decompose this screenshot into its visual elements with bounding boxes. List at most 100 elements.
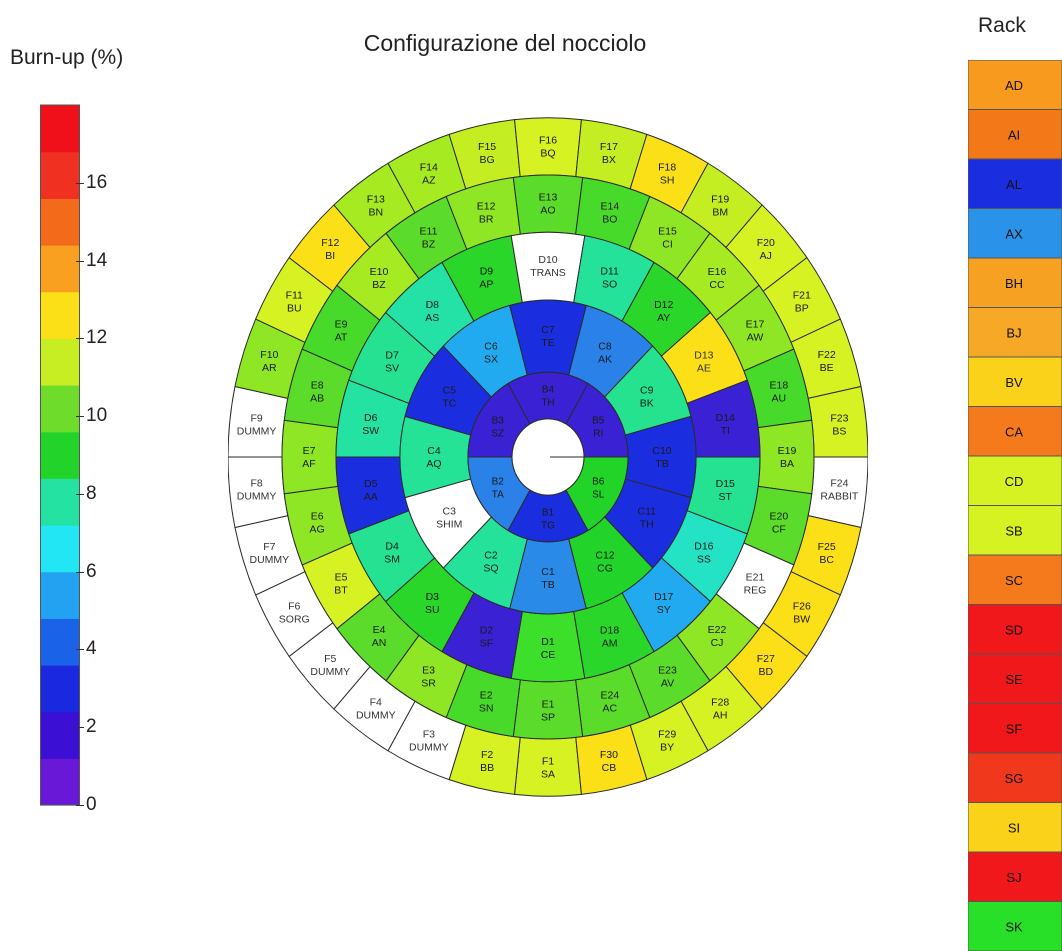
core-rack-label: CG bbox=[597, 563, 613, 575]
core-position-label: E21 bbox=[746, 572, 765, 584]
core-position-label: D14 bbox=[716, 412, 735, 424]
colorbar-segment bbox=[40, 641, 80, 666]
core-rack-label: SA bbox=[541, 769, 555, 781]
core-position-label: E14 bbox=[601, 200, 620, 212]
rack-label: SK bbox=[1005, 919, 1023, 934]
core-position-label: D15 bbox=[716, 478, 735, 490]
core-position-label: E19 bbox=[778, 445, 797, 457]
core-rack-label: BN bbox=[368, 207, 383, 219]
core-rack-label: SU bbox=[425, 604, 440, 616]
rack-swatch bbox=[968, 158, 1062, 209]
rack-legend-item: CA bbox=[968, 406, 1062, 457]
core-position-label: C9 bbox=[640, 385, 654, 397]
colorbar-segment bbox=[40, 501, 80, 526]
colorbar-segment bbox=[40, 758, 80, 783]
core-position-label: F15 bbox=[478, 141, 496, 153]
colorbar-segment bbox=[40, 105, 80, 129]
core-rack-label: REG bbox=[744, 585, 767, 597]
core-cell bbox=[757, 419, 815, 495]
rack-swatch bbox=[968, 406, 1062, 457]
core-rack-label: BK bbox=[640, 398, 654, 410]
rack-label: AX bbox=[1005, 226, 1023, 241]
core-position-label: C6 bbox=[484, 340, 498, 352]
core-position-label: F16 bbox=[539, 134, 557, 146]
colorbar-segment bbox=[40, 128, 80, 153]
colorbar-tick-mark bbox=[76, 727, 84, 729]
core-rack-label: SQ bbox=[483, 563, 498, 575]
rack-label: SI bbox=[1008, 820, 1020, 835]
rack-legend-item: SD bbox=[968, 604, 1062, 655]
colorbar-segment bbox=[40, 618, 80, 643]
core-rack-label: AK bbox=[598, 353, 612, 365]
core-rack-label: BX bbox=[602, 154, 616, 166]
core-position-label: E8 bbox=[311, 379, 324, 391]
core-rack-label: CE bbox=[541, 649, 556, 661]
core-position-label: D9 bbox=[480, 266, 494, 278]
core-position-label: D11 bbox=[600, 266, 619, 278]
core-position-label: D13 bbox=[694, 350, 713, 362]
core-rack-label: TRANS bbox=[530, 267, 566, 279]
rack-label: SB bbox=[1005, 523, 1022, 538]
core-rack-label: AQ bbox=[426, 458, 441, 470]
core-rack-label: BO bbox=[602, 213, 617, 225]
core-position-label: F2 bbox=[481, 749, 493, 761]
rack-legend-item: SB bbox=[968, 505, 1062, 556]
rack-label: SG bbox=[1005, 771, 1024, 786]
core-position-label: B3 bbox=[492, 415, 505, 426]
core-position-label: E22 bbox=[708, 624, 727, 636]
rack-label: CA bbox=[1005, 424, 1023, 439]
colorbar-tick-mark bbox=[76, 493, 84, 495]
core-position-label: E24 bbox=[601, 690, 620, 702]
core-position-label: F10 bbox=[260, 349, 278, 361]
rack-label: SD bbox=[1005, 622, 1023, 637]
core-position-label: F24 bbox=[830, 477, 848, 489]
core-position-label: F3 bbox=[423, 729, 435, 741]
core-position-label: E3 bbox=[422, 664, 435, 676]
core-position-label: C10 bbox=[652, 445, 671, 457]
rack-label: SF bbox=[1006, 721, 1023, 736]
core-position-label: C12 bbox=[595, 550, 614, 562]
core-rack-label: AN bbox=[372, 637, 387, 649]
rack-legend-item: SG bbox=[968, 752, 1062, 803]
colorbar-segment bbox=[40, 735, 80, 759]
core-rack-label: BY bbox=[660, 742, 674, 754]
rack-legend-item: SK bbox=[968, 901, 1062, 951]
core-position-label: F14 bbox=[420, 161, 438, 173]
colorbar-segment bbox=[40, 385, 80, 409]
colorbar-segment bbox=[40, 291, 80, 316]
core-rack-label: AC bbox=[603, 703, 618, 715]
colorbar-segment bbox=[40, 478, 80, 503]
rack-swatch bbox=[968, 257, 1062, 308]
core-rack-label: SS bbox=[697, 553, 711, 565]
core-rack-label: RI bbox=[593, 428, 603, 439]
core-position-label: E4 bbox=[373, 624, 386, 636]
rack-legend-item: AD bbox=[968, 60, 1062, 110]
core-position-label: E10 bbox=[370, 266, 389, 278]
core-rack-label: AU bbox=[772, 392, 787, 404]
core-position-label: E5 bbox=[335, 572, 348, 584]
colorbar-segment bbox=[40, 315, 80, 339]
core-position-label: F7 bbox=[263, 541, 275, 553]
core-rack-label: SR bbox=[421, 677, 436, 689]
core-rack-label: SP bbox=[541, 711, 555, 723]
core-rack-label: BT bbox=[334, 585, 348, 597]
core-rack-label: SM bbox=[384, 553, 400, 565]
rack-label: BH bbox=[1005, 276, 1023, 291]
colorbar-segment bbox=[40, 571, 80, 596]
core-position-label: F19 bbox=[711, 194, 729, 206]
core-rack-label: BA bbox=[780, 458, 794, 470]
core-position-label: D16 bbox=[694, 540, 713, 552]
core-rack-label: BU bbox=[287, 303, 302, 315]
core-position-label: E1 bbox=[542, 698, 555, 710]
core-rack-label: SY bbox=[657, 604, 671, 616]
core-position-label: C2 bbox=[484, 550, 498, 562]
